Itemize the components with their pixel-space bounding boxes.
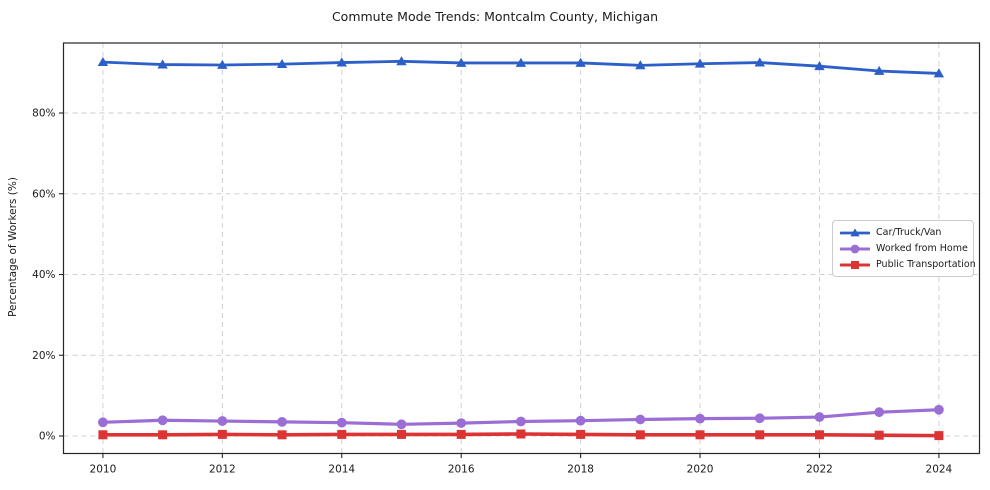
legend-label: Worked from Home xyxy=(876,243,968,254)
series-worked-from-home xyxy=(98,404,944,430)
svg-text:40%: 40% xyxy=(32,269,55,281)
svg-text:2022: 2022 xyxy=(806,464,833,476)
gridlines xyxy=(63,43,980,454)
legend-item-car-truck-van: Car/Truck/Van xyxy=(840,226,965,239)
svg-text:2014: 2014 xyxy=(328,464,355,476)
series-public-transportation xyxy=(98,429,944,441)
svg-text:80%: 80% xyxy=(32,108,55,120)
svg-text:2016: 2016 xyxy=(448,464,475,476)
legend-item-worked-from-home: Worked from Home xyxy=(840,242,968,255)
svg-text:0%: 0% xyxy=(39,431,56,443)
axis-tick-labels: 2010 2012 2014 2016 2018 2020 2022 2024 0% 20% 40%… xyxy=(32,108,952,476)
plot-border xyxy=(62,42,981,455)
legend-label: Car/Truck/Van xyxy=(876,227,942,238)
car-truck-van-swatch xyxy=(840,227,870,236)
svg-text:60%: 60% xyxy=(32,188,55,200)
svg-text:2012: 2012 xyxy=(209,464,236,476)
axis-ticks xyxy=(59,112,940,458)
svg-text:2010: 2010 xyxy=(90,464,117,476)
public-transportation-swatch xyxy=(840,260,870,269)
svg-text:20%: 20% xyxy=(32,350,55,362)
chart-title: Commute Mode Trends: Montcalm County, Mi… xyxy=(331,9,659,24)
svg-text:2024: 2024 xyxy=(926,464,953,476)
worked-from-home-swatch xyxy=(840,244,870,253)
svg-text:2020: 2020 xyxy=(687,464,714,476)
svg-text:2018: 2018 xyxy=(567,464,594,476)
legend-label: Public Transportation xyxy=(876,259,976,270)
series-car-truck-van xyxy=(97,56,945,78)
legend: Car/Truck/Van Worked from Home Public Tr… xyxy=(832,220,976,277)
legend-item-public-transportation: Public Transportation xyxy=(840,258,976,271)
